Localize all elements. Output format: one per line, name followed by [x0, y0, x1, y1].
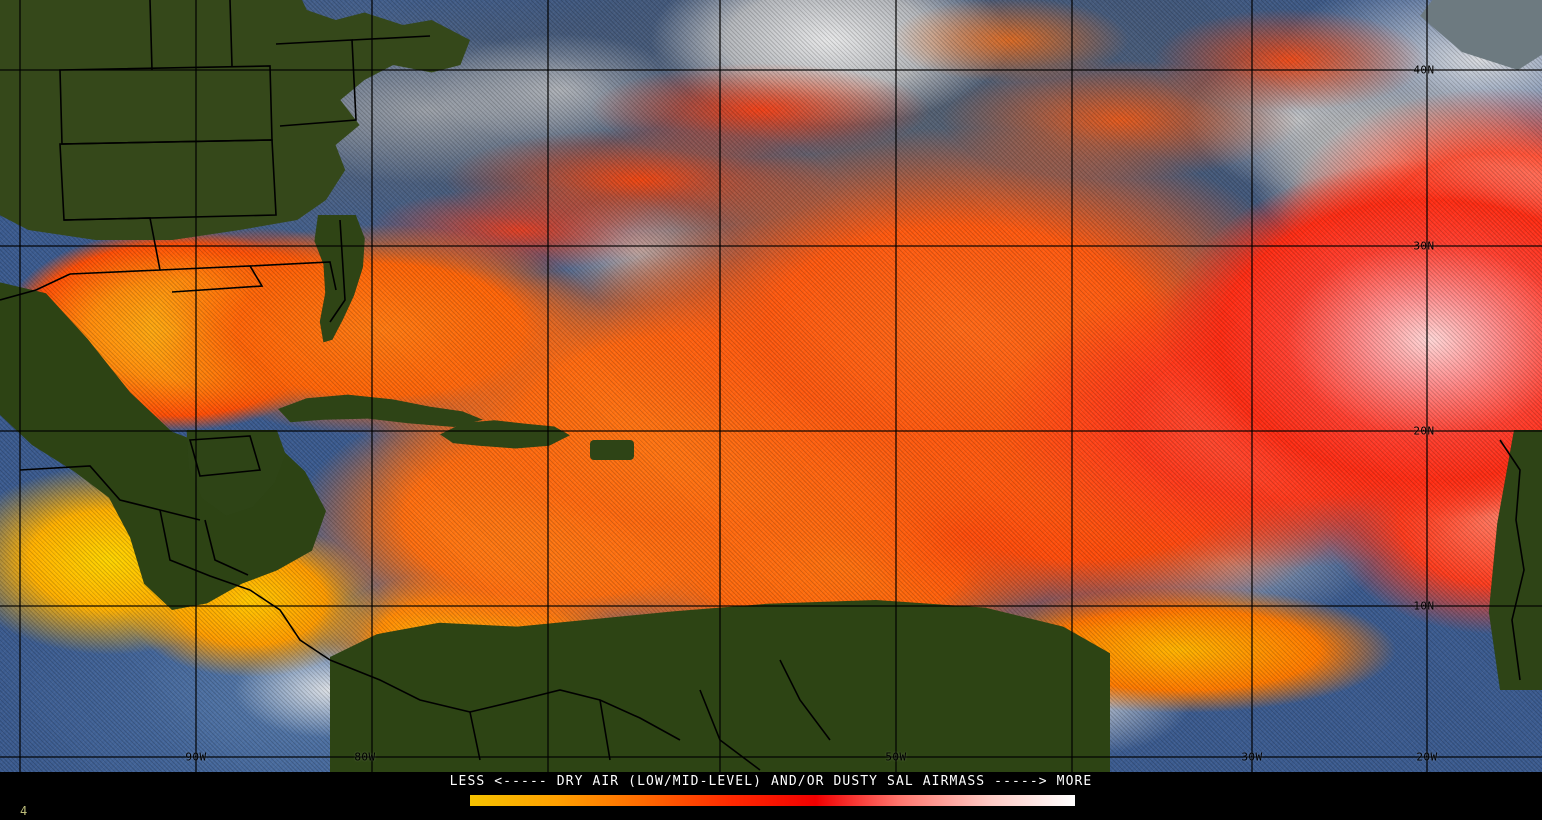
lat-label-20n: 20N: [1413, 424, 1435, 438]
latlon-graticule: [0, 0, 1542, 772]
colorbar-gradient: [470, 795, 1075, 806]
frame-number: 4: [20, 804, 28, 818]
legend-caption: LESS <----- DRY AIR (LOW/MID-LEVEL) AND/…: [449, 773, 1093, 789]
colorbar: [470, 795, 1075, 806]
landmass-puerto-rico: [590, 440, 634, 460]
lat-label-10n: 10N: [1413, 599, 1435, 613]
satellite-image[interactable]: 40N 30N 20N 10N 90W 80W 50W 30W 20W: [0, 0, 1542, 772]
lon-label-30w: 30W: [1241, 750, 1263, 764]
lon-label-20w: 20W: [1416, 750, 1438, 764]
lon-label-80w: 80W: [354, 750, 376, 764]
lon-label-90w: 90W: [185, 750, 207, 764]
legend-footer: LESS <----- DRY AIR (LOW/MID-LEVEL) AND/…: [0, 772, 1542, 820]
lat-label-30n: 30N: [1413, 239, 1435, 253]
lon-label-50w: 50W: [885, 750, 907, 764]
lat-label-40n: 40N: [1413, 63, 1435, 77]
political-borders: [0, 0, 1525, 771]
